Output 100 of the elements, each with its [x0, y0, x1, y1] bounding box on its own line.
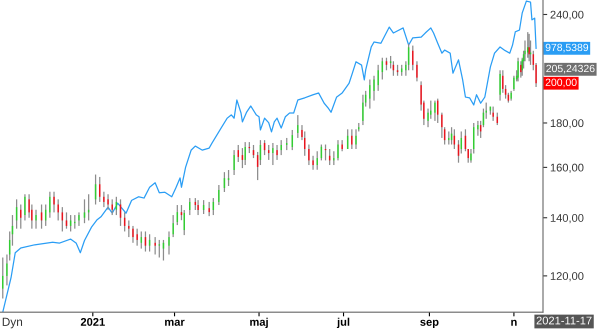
candlestick [362, 94, 364, 126]
candlestick [400, 64, 402, 76]
candlestick [202, 199, 204, 215]
y-tick-label: 140,00 [550, 214, 584, 224]
candlestick [434, 100, 436, 122]
candlestick [351, 128, 353, 150]
x-tick-label: maj [250, 318, 268, 328]
text: 205,24326 [546, 64, 595, 74]
candlestick [286, 137, 288, 151]
annotation: 200,00 [546, 78, 577, 88]
candlestick [88, 194, 90, 222]
candlestick [158, 239, 160, 258]
candlestick [24, 194, 26, 222]
candlestick [369, 78, 371, 110]
candlestick [57, 198, 59, 222]
candlestick [276, 144, 278, 161]
candlestick [172, 214, 174, 238]
candlestick [168, 230, 170, 256]
candlestick [373, 75, 375, 102]
candlestick [292, 129, 294, 151]
candlestick [148, 234, 150, 252]
text: Dyn [2, 318, 22, 328]
candlestick [2, 256, 4, 300]
candlestick [337, 139, 339, 162]
candlestick [44, 204, 46, 227]
candlestick [233, 149, 235, 176]
y-tick-label: 160,00 [550, 164, 584, 173]
x-tick-label: jul [336, 318, 350, 328]
candlestick [492, 106, 494, 122]
candlestick [320, 144, 322, 162]
candlestick [416, 60, 418, 82]
annotation: 978,5389 [546, 44, 588, 52]
candlestick [386, 57, 388, 71]
candlestick [237, 144, 240, 163]
candlestick [252, 144, 254, 159]
candlestick [40, 204, 42, 230]
line-series [2, 0, 537, 312]
candlestick [16, 198, 18, 230]
candlestick [162, 239, 164, 262]
candlestick [78, 212, 80, 227]
candlestick [346, 128, 348, 150]
candlestick [132, 225, 134, 244]
y-tick-label: 180,00 [550, 119, 584, 128]
candlestick [84, 198, 86, 224]
candlestick [124, 212, 126, 232]
candlestick [176, 204, 178, 226]
candlestick [412, 44, 414, 71]
candlestick [316, 150, 318, 170]
candlestick [450, 126, 452, 146]
candlestick [116, 196, 118, 216]
candlestick [107, 194, 109, 210]
candlestick [264, 139, 266, 156]
text: 2021-11-17 [536, 316, 592, 324]
candlestick [70, 214, 72, 232]
candlestick [454, 128, 456, 150]
candlestick [194, 197, 196, 211]
candlestick [377, 64, 379, 92]
y-tick-label: 120,00 [550, 272, 584, 282]
candlestick [140, 230, 142, 250]
candlestick [120, 198, 122, 227]
candlestick [333, 150, 335, 166]
candlestick [35, 209, 37, 230]
candlestick [197, 199, 199, 216]
candlestick [312, 155, 314, 170]
candlestick [62, 206, 64, 232]
x-tick-label: 2021 [80, 318, 105, 326]
candlestick [297, 114, 299, 139]
candlestick [49, 191, 51, 218]
candlestick [189, 197, 191, 216]
candlestick [94, 174, 96, 206]
candlestick [272, 142, 274, 166]
candlestick [208, 201, 210, 217]
candlestick [228, 169, 230, 187]
x-tick-label: mar [165, 320, 185, 326]
y-tick-label: 240,00 [550, 10, 584, 20]
candlestick [136, 228, 138, 246]
candlestick [477, 120, 479, 136]
candlestick [308, 144, 310, 166]
candlestick [183, 209, 185, 236]
candlestick [144, 230, 146, 252]
candlestick [436, 98, 438, 124]
candlestick [212, 197, 214, 216]
candlestick [111, 198, 113, 216]
x-tick-label: n [511, 320, 517, 326]
candlestick [244, 141, 246, 166]
candlestick [499, 70, 501, 102]
candlestick [496, 112, 498, 126]
candlestick [510, 90, 512, 102]
candlestick [218, 184, 220, 206]
x-tick-label: sep [420, 320, 439, 328]
candlestick [224, 172, 226, 193]
candlestick [280, 139, 282, 156]
candlestick [53, 191, 55, 214]
candlestick [268, 144, 270, 161]
candlestick [448, 130, 450, 146]
candlestick [382, 57, 384, 80]
candlestick [98, 176, 100, 203]
candlestick [66, 212, 68, 230]
candlestick [341, 139, 343, 152]
candlestick [20, 204, 22, 230]
